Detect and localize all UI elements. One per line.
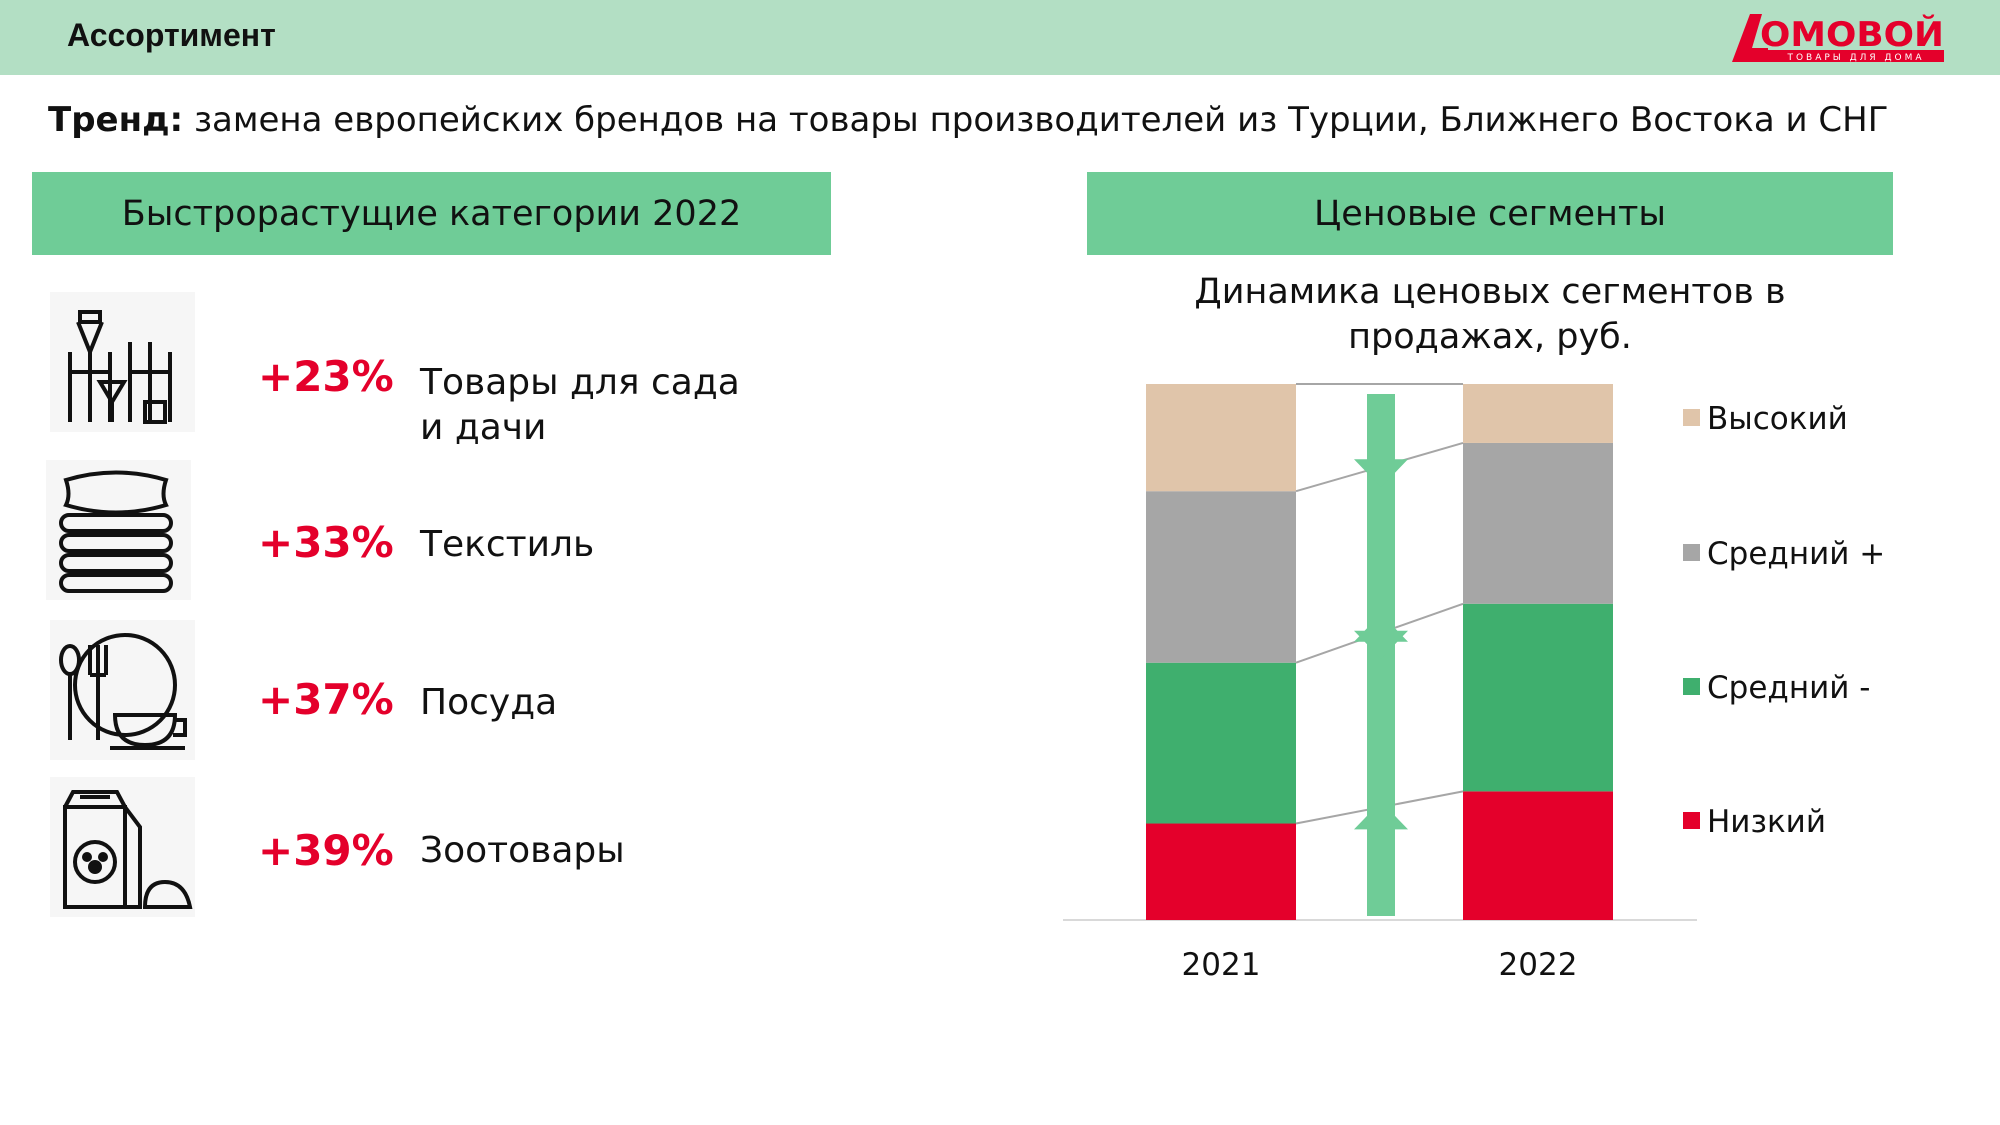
tableware-icon (50, 620, 195, 760)
textile-stack-icon (46, 460, 191, 600)
chart-title: Динамика ценовых сегментов в продажах, ру… (1100, 270, 1880, 360)
bar-segment-2022-1 (1463, 603, 1613, 792)
bar-segment-2021-0 (1146, 823, 1296, 920)
bar-segment-2022-0 (1463, 791, 1613, 920)
growth-percent: +37% (258, 675, 394, 724)
bar-segment-2022-2 (1463, 442, 1613, 604)
legend-swatch (1683, 678, 1700, 695)
svg-text:ОМОВОЙ: ОМОВОЙ (1760, 14, 1944, 55)
bar-segment-2022-3 (1463, 384, 1613, 443)
chart-title-line2: продажах, руб. (1348, 317, 1632, 357)
category-label-line2: и дачи (420, 407, 547, 448)
chart-title-line1: Динамика ценовых сегментов в (1194, 272, 1786, 312)
bar-segment-2021-3 (1146, 384, 1296, 492)
category-label: Текстиль (420, 524, 595, 565)
pet-food-icon (50, 777, 195, 917)
fast-growing-header: Быстрорастущие категории 2022 (32, 172, 831, 255)
legend-label: Низкий (1707, 804, 1826, 840)
legend-swatch (1683, 812, 1700, 829)
garden-tools-icon (50, 292, 195, 432)
x-tick-label: 2022 (1499, 947, 1578, 983)
trend-arrow-down (1354, 452, 1408, 659)
category-label: Посуда (420, 682, 558, 723)
growth-percent: +39% (258, 826, 394, 875)
domovoy-logo: ОМОВОЙ ТОВАРЫ ДЛЯ ДОМА (1732, 14, 1944, 63)
category-label: Зоотовары (420, 830, 625, 871)
trend-arrow-up (1354, 801, 1408, 916)
trend-text: Тренд: замена европейских брендов на тов… (48, 100, 1888, 140)
growth-percent: +33% (258, 518, 394, 567)
legend-swatch (1683, 544, 1700, 561)
legend-swatch (1683, 409, 1700, 426)
legend-label: Средний - (1707, 670, 1870, 706)
x-tick-label: 2021 (1182, 947, 1261, 983)
legend-label: Высокий (1707, 401, 1848, 437)
trend-arrow-up (1354, 613, 1408, 820)
trend-label: Тренд: (48, 100, 184, 140)
bar-segment-2021-1 (1146, 662, 1296, 824)
bar-segment-2021-2 (1146, 491, 1296, 663)
svg-text:ТОВАРЫ ДЛЯ ДОМА: ТОВАРЫ ДЛЯ ДОМА (1786, 53, 1924, 63)
legend-label: Средний + (1707, 536, 1885, 572)
growth-percent: +23% (258, 352, 394, 401)
price-segments-header: Ценовые сегменты (1087, 172, 1893, 255)
category-label-line1: Товары для сада (420, 362, 740, 403)
section-title: Ассортимент (67, 17, 276, 53)
trend-description: замена европейских брендов на товары про… (183, 100, 1889, 140)
top-bar (0, 0, 2000, 75)
category-label: Товары для сада и дачи (420, 360, 740, 450)
trend-arrow-down (1354, 394, 1408, 488)
